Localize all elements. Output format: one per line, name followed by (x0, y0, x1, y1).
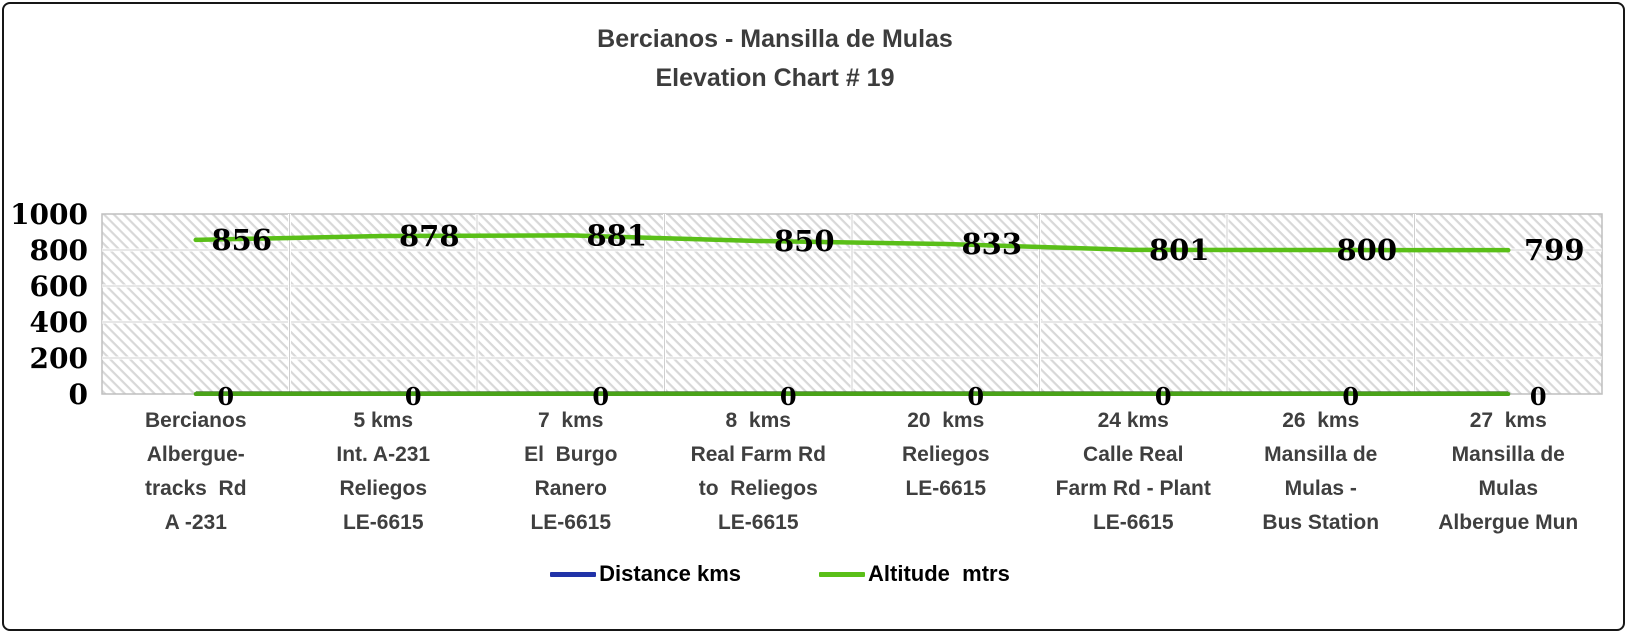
altitude-data-label: 800 (1336, 233, 1397, 267)
altitude-data-label: 799 (1524, 233, 1585, 267)
distance-data-label: 0 (780, 382, 797, 411)
distance-data-label: 0 (1155, 382, 1172, 411)
altitude-data-label: 801 (1149, 233, 1210, 267)
data-labels: 0 0 0 0 0 0 0 0 856 878 881 850 833 801 800 799 (211, 218, 1584, 411)
chart-title-line2: Elevation Chart # 19 (655, 64, 895, 92)
altitude-data-label: 878 (399, 219, 460, 253)
distance-data-label: 0 (967, 382, 984, 411)
altitude-data-label: 850 (774, 224, 835, 258)
altitude-line (193, 233, 1511, 253)
altitude-line-swatch-icon (819, 571, 866, 577)
legend-item-distance: Distance kms (550, 561, 741, 587)
distance-data-label: 0 (1342, 382, 1359, 411)
chart-title-line1: Bercianos - Mansilla de Mulas (597, 25, 953, 53)
legend-label-altitude: Altitude mtrs (868, 561, 1010, 586)
y-axis-tick-label: 800 (30, 234, 88, 267)
y-axis-tick-label: 0 (69, 378, 88, 411)
altitude-data-label: 881 (586, 218, 647, 252)
y-axis-tick-label: 1000 (10, 198, 88, 231)
distance-data-label: 0 (405, 382, 422, 411)
legend-label-distance: Distance kms (599, 561, 742, 586)
y-axis-tick-label: 600 (30, 270, 88, 303)
distance-line-swatch-icon (550, 571, 597, 577)
legend-item-altitude: Altitude mtrs (819, 561, 1010, 587)
altitude-data-label: 856 (211, 223, 272, 257)
chart-legend: Distance kms Altitude mtrs (0, 561, 1560, 587)
altitude-data-label: 833 (961, 227, 1022, 261)
chart-title: Bercianos - Mansilla de Mulas Elevation … (0, 20, 1550, 98)
series-lines (193, 233, 1511, 396)
y-axis-tick-label: 200 (30, 342, 88, 375)
y-axis-tick-label: 400 (30, 306, 88, 339)
distance-data-label: 0 (1530, 382, 1547, 411)
distance-data-label: 0 (217, 382, 234, 411)
distance-data-label: 0 (592, 382, 609, 411)
